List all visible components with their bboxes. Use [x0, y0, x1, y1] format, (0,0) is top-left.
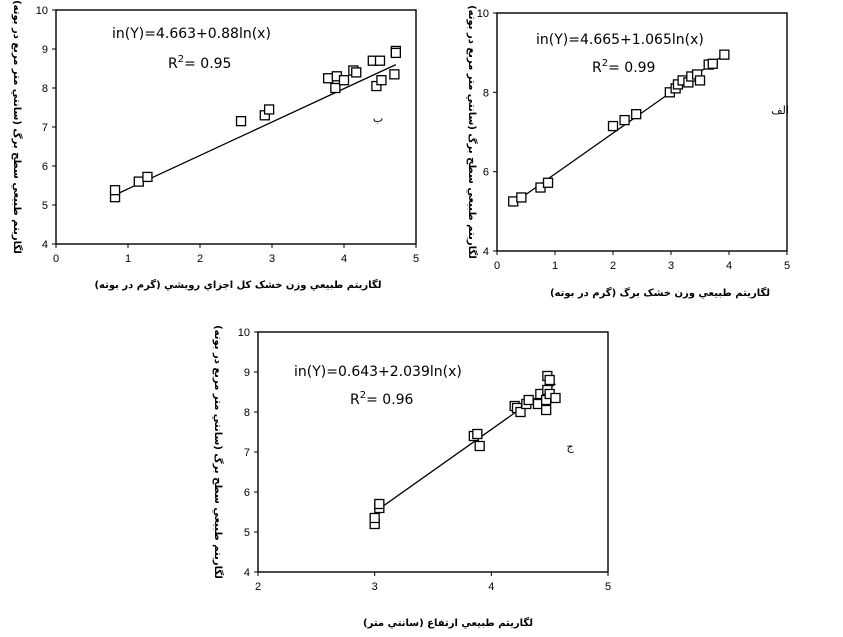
y-tick-label: 4 — [42, 239, 48, 251]
data-point — [338, 75, 350, 86]
y-tick-label: 7 — [42, 122, 48, 134]
data-point — [374, 55, 386, 66]
y-tick-label: 5 — [42, 200, 48, 212]
data-point — [707, 58, 718, 69]
x-tick-label: 3 — [668, 260, 674, 272]
y-tick-label: 9 — [244, 367, 250, 379]
y-axis-label: لگاريتم طبيعي سطح برگ (سانتي متر مربع در… — [466, 5, 479, 259]
x-tick-label: 5 — [605, 581, 611, 593]
panel-label: ج — [566, 440, 574, 453]
y-tick-label: 10 — [36, 5, 48, 17]
r-squared-label: R2= 0.99 — [592, 58, 655, 76]
y-tick-label: 8 — [42, 83, 48, 95]
data-point — [607, 120, 619, 132]
y-tick-label: 9 — [42, 44, 48, 56]
data-point — [133, 176, 144, 187]
y-tick-label: 6 — [244, 487, 250, 499]
x-tick-label: 2 — [610, 260, 616, 272]
data-point — [550, 392, 561, 404]
r-squared-value: = 0.96 — [366, 392, 413, 408]
r-squared-letter: R — [592, 60, 602, 76]
y-tick-label: 4 — [483, 246, 489, 258]
y-tick-label: 8 — [483, 87, 489, 99]
regression-equation: in(Y)=0.643+2.039ln(x) — [294, 364, 462, 380]
y-tick-label: 6 — [483, 167, 489, 179]
r-squared-value: = 0.99 — [608, 60, 655, 76]
x-tick-label: 5 — [413, 253, 419, 265]
x-axis-label: لگاريتم طبيعي وزن خشک برگ (گرم در بوته) — [550, 286, 770, 299]
data-point — [542, 177, 554, 188]
r-squared-exponent: 2 — [178, 54, 184, 65]
data-point — [472, 428, 483, 440]
r-squared-letter: R — [168, 56, 178, 72]
data-point — [323, 73, 334, 84]
x-tick-label: 0 — [53, 253, 59, 265]
x-tick-label: 4 — [726, 260, 732, 272]
plot-frame — [496, 12, 788, 252]
data-point — [619, 114, 630, 126]
data-point — [376, 75, 387, 86]
data-point — [109, 185, 121, 196]
r-squared-letter: R — [350, 392, 360, 408]
regression-equation: in(Y)=4.665+1.065ln(x) — [536, 32, 704, 48]
data-point — [369, 512, 380, 524]
regression-equation: in(Y)=4.663+0.88ln(x) — [112, 26, 271, 42]
data-point — [544, 374, 555, 386]
data-point — [235, 116, 247, 127]
x-tick-label: 5 — [784, 260, 790, 272]
data-point — [263, 104, 275, 115]
x-tick-label: 0 — [494, 260, 500, 272]
data-point — [389, 69, 400, 80]
y-axis-label: لگاريتم طبيعي سطح برگ (سانتي متر مربع در… — [11, 0, 24, 254]
panel-label: الف — [771, 104, 789, 117]
data-point — [374, 498, 385, 510]
y-tick-label: 10 — [238, 327, 250, 339]
x-tick-label: 3 — [269, 253, 275, 265]
data-point — [330, 82, 341, 94]
r-squared-label: R2= 0.96 — [350, 390, 414, 408]
data-point — [515, 406, 526, 418]
r-squared-exponent: 2 — [602, 58, 608, 69]
y-tick-label: 5 — [244, 527, 250, 539]
x-axis-label: لگاريتم طبيعي ارتفاع (سانتي متر) — [363, 616, 533, 629]
x-tick-label: 1 — [125, 253, 131, 265]
y-tick-label: 10 — [477, 8, 489, 20]
data-point — [351, 67, 362, 78]
data-point — [390, 47, 401, 59]
y-tick-label: 4 — [244, 567, 250, 579]
y-axis-label: لگاريتم طبيعي سطح برگ (سانتي متر مربع در… — [212, 325, 225, 579]
panel-label: ب — [373, 112, 383, 125]
x-axis-label: لگاريتم طبيعي وزن خشک کل اجزاي رويشي (گر… — [94, 278, 381, 291]
x-tick-label: 2 — [197, 253, 203, 265]
r-squared-value: = 0.95 — [184, 56, 231, 72]
y-tick-label: 6 — [42, 161, 48, 173]
trendline — [114, 64, 397, 196]
data-point — [523, 394, 534, 406]
y-tick-label: 8 — [244, 407, 250, 419]
data-point — [541, 404, 552, 416]
x-tick-label: 3 — [372, 581, 378, 593]
data-point — [694, 75, 706, 86]
r-squared-label: R2= 0.95 — [168, 54, 231, 72]
data-point — [142, 171, 153, 183]
x-tick-label: 4 — [488, 581, 494, 593]
y-tick-label: 7 — [244, 447, 250, 459]
data-point — [474, 440, 485, 452]
data-point — [516, 192, 527, 203]
plot-frame — [55, 9, 417, 245]
data-point — [631, 109, 642, 120]
r-squared-exponent: 2 — [360, 390, 366, 401]
x-tick-label: 1 — [552, 260, 558, 272]
data-point — [719, 49, 730, 60]
x-tick-label: 2 — [255, 581, 261, 593]
x-tick-label: 4 — [341, 253, 347, 265]
